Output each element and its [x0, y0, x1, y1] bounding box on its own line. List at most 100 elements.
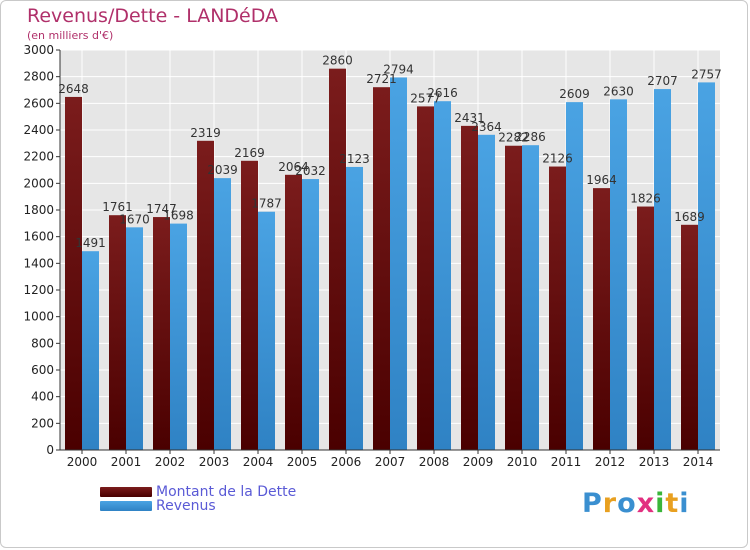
data-label-revenus: 2630 — [603, 84, 634, 98]
bar-revenus — [390, 77, 407, 450]
bar-dette — [373, 87, 390, 450]
bar-dette — [461, 125, 478, 450]
bar-revenus — [478, 134, 495, 451]
data-label-revenus: 2286 — [515, 130, 546, 144]
y-tick-label: 400 — [31, 390, 54, 404]
bar-dette — [329, 68, 346, 451]
bar-dette — [197, 140, 214, 451]
chart-subtitle: (en milliers d'€) — [27, 29, 114, 42]
data-label-dette: 2648 — [58, 82, 89, 96]
x-tick-label: 2000 — [67, 455, 98, 469]
y-tick-label: 1400 — [23, 256, 54, 270]
y-tick-label: 200 — [31, 416, 54, 430]
bar-revenus — [170, 223, 187, 450]
chart-title: Revenus/Dette - LANDéDA — [27, 5, 279, 27]
legend-label-dette: Montant de la Dette — [156, 484, 297, 500]
bar-revenus — [566, 102, 583, 450]
bar-revenus — [522, 145, 539, 450]
logo-letter: P — [582, 488, 603, 519]
x-tick-label: 2001 — [111, 455, 142, 469]
data-label-revenus: 2794 — [383, 62, 414, 76]
data-label-revenus: 2364 — [471, 120, 502, 134]
bar-dette — [153, 217, 170, 450]
data-label-revenus: 1698 — [163, 209, 194, 223]
data-label-revenus: 1670 — [119, 212, 150, 226]
legend: Montant de la Dette Revenus — [100, 485, 296, 513]
data-label-dette: 1689 — [674, 210, 705, 224]
bar-dette — [637, 206, 654, 450]
data-label-revenus: 1491 — [75, 236, 106, 250]
x-tick-label: 2007 — [375, 455, 406, 469]
logo-letter: o — [617, 488, 637, 519]
bar-dette — [65, 96, 82, 450]
data-label-dette: 2169 — [234, 146, 265, 160]
data-label-dette: 2431 — [454, 111, 485, 125]
data-label-dette: 1761 — [102, 200, 133, 214]
bar-revenus — [346, 166, 363, 450]
legend-label-revenus: Revenus — [156, 498, 216, 514]
bar-revenus — [610, 99, 627, 450]
legend-swatch-dette — [100, 487, 152, 497]
x-tick-label: 2005 — [287, 455, 318, 469]
x-tick-label: 2014 — [683, 455, 714, 469]
legend-item-revenus: Revenus — [100, 499, 296, 513]
data-label-dette: 2577 — [410, 91, 441, 105]
x-tick-label: 2010 — [507, 455, 538, 469]
logo-letter: i — [655, 488, 666, 519]
data-label-dette: 1964 — [586, 173, 617, 187]
data-label-revenus: 2609 — [559, 87, 590, 101]
bar-revenus — [654, 89, 671, 451]
logo-letter: x — [636, 488, 656, 519]
legend-swatch-revenus — [100, 501, 152, 511]
bar-revenus — [258, 211, 275, 450]
logo-letter: r — [602, 488, 618, 519]
legend-item-dette: Montant de la Dette — [100, 485, 296, 499]
data-label-revenus: 2707 — [647, 74, 678, 88]
x-tick-label: 2003 — [199, 455, 230, 469]
y-tick-label: 800 — [31, 336, 54, 350]
y-tick-label: 2000 — [23, 176, 54, 190]
y-tick-label: 2800 — [23, 70, 54, 84]
y-tick-label: 0 — [46, 443, 54, 457]
y-tick-label: 1600 — [23, 230, 54, 244]
bar-revenus — [698, 82, 715, 451]
data-label-dette: 1826 — [630, 192, 661, 206]
bar-revenus — [434, 101, 451, 450]
x-tick-label: 2013 — [639, 455, 670, 469]
logo-letter: i — [679, 488, 690, 519]
data-label-dette: 2319 — [190, 126, 221, 140]
bar-dette — [109, 215, 126, 450]
bar-dette — [241, 160, 258, 451]
data-label-revenus: 2757 — [691, 67, 722, 81]
y-tick-label: 2200 — [23, 150, 54, 164]
y-tick-label: 600 — [31, 363, 54, 377]
x-tick-label: 2012 — [595, 455, 626, 469]
data-label-revenus: 2123 — [339, 152, 370, 166]
bar-revenus — [214, 178, 231, 450]
y-tick-label: 1800 — [23, 203, 54, 217]
data-label-dette: 2282 — [498, 131, 529, 145]
y-tick-label: 2600 — [23, 96, 54, 110]
y-tick-label: 1200 — [23, 283, 54, 297]
data-label-revenus: 1787 — [251, 197, 282, 211]
y-tick-label: 3000 — [23, 43, 54, 57]
x-tick-label: 2011 — [551, 455, 582, 469]
x-tick-label: 2009 — [463, 455, 494, 469]
bar-revenus — [82, 251, 99, 450]
x-tick-label: 2002 — [155, 455, 186, 469]
logo-letter: t — [665, 488, 680, 519]
x-tick-label: 2008 — [419, 455, 450, 469]
data-label-dette: 2126 — [542, 152, 573, 166]
data-label-dette: 2064 — [278, 160, 309, 174]
bar-dette — [285, 174, 302, 451]
bar-revenus — [302, 179, 319, 451]
y-tick-label: 2400 — [23, 123, 54, 137]
y-tick-label: 1000 — [23, 310, 54, 324]
bar-dette — [681, 224, 698, 450]
data-label-revenus: 2039 — [207, 163, 238, 177]
bar-dette — [593, 188, 610, 450]
data-label-dette: 2860 — [322, 54, 353, 68]
data-label-revenus: 2032 — [295, 164, 326, 178]
data-label-dette: 1747 — [146, 202, 177, 216]
